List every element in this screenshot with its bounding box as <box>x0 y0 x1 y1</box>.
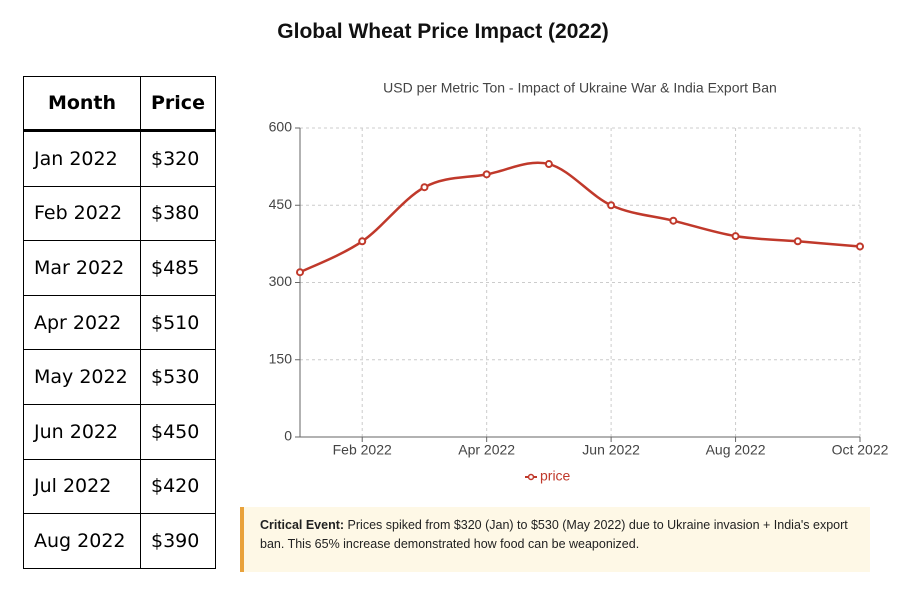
point <box>358 237 367 246</box>
y-tick-label: 450 <box>269 196 293 212</box>
point <box>731 232 740 241</box>
header-cell: Price <box>140 76 216 132</box>
point <box>607 201 616 210</box>
table-body: Jan 2022 $320 Feb 2022 $380 Mar 2022 $485 Apr … <box>23 130 216 569</box>
y-tick-label: 150 <box>269 350 293 366</box>
table-cell: $530 <box>140 349 216 405</box>
table-cell: May 2022 <box>23 349 141 405</box>
table-row: Jan 2022 $320 <box>23 130 216 187</box>
table-cell: Jan 2022 <box>23 130 141 187</box>
point <box>669 216 678 225</box>
table-cell: Feb 2022 <box>23 185 141 242</box>
table-cell: $485 <box>140 240 216 296</box>
table-row: May 2022 $530 <box>23 349 216 405</box>
table-cell: $510 <box>140 294 216 351</box>
table-cell: $320 <box>140 130 216 187</box>
point <box>856 242 864 251</box>
table-cell: $390 <box>140 513 216 569</box>
callout-text: Prices spiked from $320 (Jan) to $530 (M… <box>260 518 848 551</box>
point <box>296 268 304 277</box>
table-cell: Jul 2022 <box>23 458 141 515</box>
table-row: Jul 2022 $420 <box>23 458 216 515</box>
table-header: Month Price <box>23 76 216 132</box>
point <box>420 183 429 192</box>
price-table: Month Price Jan 2022 $320 Feb 2022 $380 Mar 2… <box>23 76 216 569</box>
x-tick-label: Oct 2022 <box>832 442 889 458</box>
point <box>544 160 553 169</box>
table-cell: Mar 2022 <box>23 240 141 296</box>
table-cell: $380 <box>140 185 216 242</box>
legend-swatch <box>527 473 535 481</box>
line <box>299 161 861 274</box>
callout: Critical Event: Prices spiked from $320 … <box>240 507 870 572</box>
chart-subtitle: USD per Metric Ton - Impact of Ukraine W… <box>383 80 777 96</box>
x-tick-label: Jun 2022 <box>582 442 640 458</box>
page-title: Global Wheat Price Impact (2022) <box>277 20 609 43</box>
table-row: Aug 2022 $390 <box>23 513 216 569</box>
x-tick-label: Apr 2022 <box>458 442 515 458</box>
point <box>793 237 802 246</box>
x-tick-label: Feb 2022 <box>333 442 392 458</box>
table-cell: $420 <box>140 458 216 515</box>
y-tick-label: 0 <box>284 428 292 444</box>
header-cell: Month <box>23 76 141 132</box>
table-row: Feb 2022 $380 <box>23 185 216 242</box>
table-cell: $450 <box>140 403 216 460</box>
table-row: Mar 2022 $485 <box>23 240 216 296</box>
callout-label: Critical Event: <box>260 518 345 532</box>
y-tick-label: 600 <box>269 119 293 135</box>
y-tick-label: 300 <box>269 273 293 289</box>
x-tick-label: Aug 2022 <box>706 442 766 458</box>
table-cell: Aug 2022 <box>23 513 141 569</box>
point <box>482 170 491 179</box>
legend-label: price <box>540 468 571 484</box>
